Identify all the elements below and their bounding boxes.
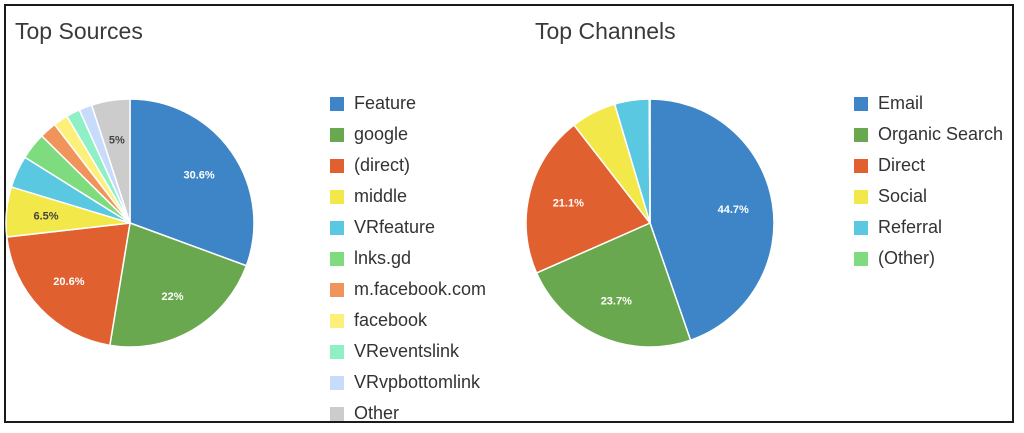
- pie-slice-other[interactable]: [90, 98, 131, 224]
- legend-item-email[interactable]: Email: [854, 88, 1003, 119]
- legend-label: Direct: [878, 155, 926, 175]
- legend-swatch: [330, 282, 344, 297]
- legend-swatch: [854, 220, 868, 235]
- top-sources-pie: 30.6% 22% 20.6% 6.5% 5%: [5, 98, 255, 348]
- legend-item-referral[interactable]: Referral: [854, 212, 1003, 243]
- legend-swatch: [854, 189, 868, 204]
- legend-label: Organic Search: [878, 124, 1004, 144]
- legend-item-m-facebook-com[interactable]: m.facebook.com: [330, 274, 486, 305]
- legend-item-other[interactable]: Other: [330, 398, 486, 429]
- legend-swatch: [854, 158, 868, 173]
- legend-label: Referral: [878, 217, 943, 237]
- legend-item-other[interactable]: (Other): [854, 243, 1003, 274]
- legend-label: lnks.gd: [354, 248, 412, 268]
- pie-slice-other[interactable]: [648, 98, 651, 224]
- top-sources-legend: Feature google (direct) middle VRfeature lnks…: [330, 88, 486, 429]
- legend-swatch: [330, 406, 344, 421]
- legend-label: (Other): [878, 248, 936, 268]
- legend-item-middle[interactable]: middle: [330, 181, 486, 212]
- legend-swatch: [330, 158, 344, 173]
- legend-item-vrfeature[interactable]: VRfeature: [330, 212, 486, 243]
- top-channels-panel: Top Channels 44.7% 23.7% 21.1% Email Organi…: [525, 6, 1014, 421]
- legend-item-lnks-gd[interactable]: lnks.gd: [330, 243, 486, 274]
- legend-item-direct[interactable]: Direct: [854, 150, 1003, 181]
- legend-swatch: [330, 127, 344, 142]
- top-sources-panel: Top Sources 30.6% 22% 20.6% 6.5% 5% Feature g…: [5, 6, 526, 423]
- chart-title: Top Channels: [535, 18, 676, 44]
- slice-label-feature: 30.6%: [183, 170, 214, 182]
- chart-title: Top Sources: [15, 18, 143, 44]
- legend-swatch: [854, 127, 868, 142]
- legend-label: Social: [878, 186, 928, 206]
- legend-label: Feature: [354, 93, 417, 113]
- legend-item-google[interactable]: google: [330, 119, 486, 150]
- legend-label: facebook: [354, 310, 428, 330]
- legend-swatch: [854, 251, 868, 266]
- top-channels-pie: 44.7% 23.7% 21.1%: [525, 98, 775, 348]
- legend-label: middle: [354, 186, 408, 206]
- pie-slice-direct[interactable]: [525, 123, 652, 274]
- legend-swatch: [330, 189, 344, 204]
- legend-item-vreventslink[interactable]: VReventslink: [330, 336, 486, 367]
- legend-label: VRfeature: [354, 217, 436, 237]
- slice-label-direct: 20.6%: [53, 276, 84, 288]
- pie-slice-direct[interactable]: [5, 222, 131, 347]
- legend-swatch: [854, 96, 868, 111]
- slice-label-email: 44.7%: [718, 204, 749, 216]
- pie-slice-organic-search[interactable]: [535, 221, 692, 348]
- slice-label-middle: 6.5%: [33, 210, 58, 222]
- legend-label: Other: [354, 403, 400, 423]
- legend-label: VReventslink: [354, 341, 460, 361]
- legend-label: google: [354, 124, 409, 144]
- legend-swatch: [330, 344, 344, 359]
- legend-swatch: [330, 96, 344, 111]
- top-channels-legend: Email Organic Search Direct Social Referral (…: [854, 88, 1003, 274]
- legend-label: VRvpbottomlink: [354, 372, 481, 392]
- legend-label: m.facebook.com: [354, 279, 487, 299]
- pie-slice-google[interactable]: [108, 221, 248, 348]
- slice-label-direct: 21.1%: [553, 197, 584, 209]
- pie-slice-email[interactable]: [649, 98, 775, 342]
- slice-label-other: 5%: [109, 135, 125, 147]
- legend-item-facebook[interactable]: facebook: [330, 305, 486, 336]
- legend-label: (direct): [354, 155, 411, 175]
- legend-item-vrvpbottomlink[interactable]: VRvpbottomlink: [330, 367, 486, 398]
- slice-label-google: 22%: [161, 291, 183, 303]
- legend-item-direct[interactable]: (direct): [330, 150, 486, 181]
- legend-label: Email: [878, 93, 924, 113]
- legend-swatch: [330, 313, 344, 328]
- legend-swatch: [330, 220, 344, 235]
- legend-item-organic-search[interactable]: Organic Search: [854, 119, 1003, 150]
- legend-swatch: [330, 375, 344, 390]
- slice-label-organic-search: 23.7%: [601, 295, 632, 307]
- pie-slice-feature[interactable]: [129, 98, 255, 267]
- charts-frame: Top Sources 30.6% 22% 20.6% 6.5% 5% Feature g…: [4, 4, 1014, 423]
- legend-swatch: [330, 251, 344, 266]
- legend-item-feature[interactable]: Feature: [330, 88, 486, 119]
- legend-item-social[interactable]: Social: [854, 181, 1003, 212]
